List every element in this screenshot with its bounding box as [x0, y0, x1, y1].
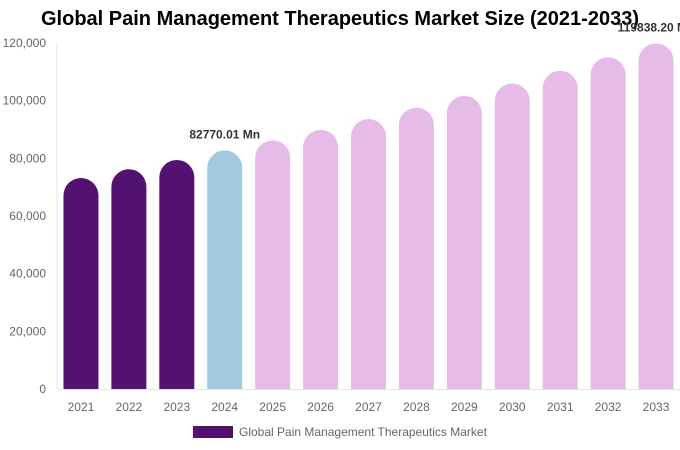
legend-label: Global Pain Management Therapeutics Mark… — [239, 425, 487, 439]
bar-2022[interactable] — [111, 169, 147, 389]
x-tick-label: 2032 — [595, 400, 622, 414]
bar-2024[interactable] — [207, 150, 243, 389]
x-tick-label: 2027 — [355, 400, 382, 414]
x-tick-label: 2030 — [499, 400, 526, 414]
x-tick-label: 2025 — [259, 400, 286, 414]
bar-2026[interactable] — [303, 129, 339, 389]
y-tick-label: 40,000 — [9, 267, 46, 281]
bar-2027[interactable] — [351, 118, 386, 389]
y-tick-label: 100,000 — [3, 94, 47, 108]
x-tick-label: 2028 — [403, 400, 430, 414]
x-tick-label: 2022 — [116, 400, 143, 414]
x-tick-label: 2029 — [451, 400, 478, 414]
y-tick-label: 20,000 — [9, 324, 46, 338]
y-tick-label: 120,000 — [3, 36, 47, 50]
legend-swatch — [193, 426, 233, 438]
data-label: 82770.01 Mn — [189, 127, 260, 141]
bar-2028[interactable] — [398, 107, 434, 389]
bar-2030[interactable] — [494, 83, 530, 389]
data-label: 119838.20 Mn — [618, 20, 680, 34]
bar-2033[interactable] — [638, 43, 674, 389]
y-tick-label: 60,000 — [9, 209, 46, 223]
x-tick-label: 2021 — [68, 400, 95, 414]
x-tick-label: 2033 — [643, 400, 670, 414]
bar-2025[interactable] — [255, 140, 291, 389]
x-tick-label: 2023 — [163, 400, 190, 414]
bar-2031[interactable] — [542, 70, 578, 390]
chart-title: Global Pain Management Therapeutics Mark… — [41, 8, 639, 30]
bar-2032[interactable] — [590, 57, 626, 389]
y-tick-label: 80,000 — [9, 151, 46, 165]
x-tick-label: 2031 — [547, 400, 574, 414]
bar-2021[interactable] — [63, 178, 99, 389]
bar-2029[interactable] — [446, 95, 482, 389]
x-tick-label: 2026 — [307, 400, 334, 414]
legend[interactable]: Global Pain Management Therapeutics Mark… — [193, 425, 487, 439]
bar-2023[interactable] — [159, 159, 195, 389]
y-tick-label: 0 — [39, 382, 46, 396]
x-tick-label: 2024 — [211, 400, 238, 414]
